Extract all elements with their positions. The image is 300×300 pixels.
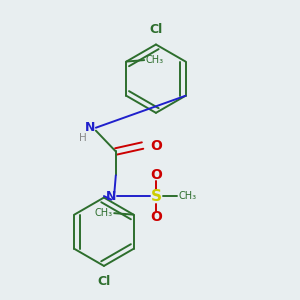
Text: O: O [150,210,162,224]
Text: CH₃: CH₃ [178,191,196,201]
Text: CH₃: CH₃ [94,208,113,218]
Text: S: S [150,189,161,204]
Text: Cl: Cl [97,275,111,288]
Text: N: N [106,190,116,202]
Text: H: H [79,133,87,143]
Text: CH₃: CH₃ [146,55,164,65]
Text: Cl: Cl [149,22,163,36]
Text: N: N [85,121,96,134]
Text: O: O [150,139,162,152]
Text: O: O [150,168,162,182]
